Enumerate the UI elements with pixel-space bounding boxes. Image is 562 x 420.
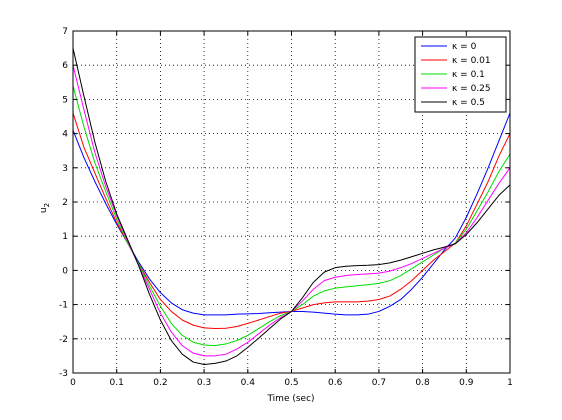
x-tick-label: 0.5 (284, 378, 298, 388)
legend-label-3: κ = 0.25 (452, 84, 491, 94)
y-tick-label: -1 (59, 301, 68, 311)
x-tick-label: 0.7 (372, 378, 386, 388)
x-tick-label: 0 (70, 378, 76, 388)
y-tick-label: 4 (62, 130, 68, 140)
y-axis-label-subscript: 2 (43, 203, 51, 207)
y-tick-label: 0 (62, 266, 68, 276)
series-lines (72, 47, 511, 365)
y-tick-label: -3 (59, 369, 68, 379)
grid-lines (73, 31, 510, 373)
series-line-4 (72, 47, 511, 365)
x-tick-label: 0.1 (110, 378, 124, 388)
x-tick-label: 0.4 (241, 378, 256, 388)
x-tick-label: 1 (507, 378, 513, 388)
y-tick-label: 2 (62, 198, 68, 208)
y-axis-label-main: u (39, 207, 49, 213)
y-axis-label: u2 (39, 203, 51, 213)
x-tick-label: 0.9 (459, 378, 474, 388)
x-tick-label: 0.6 (328, 378, 343, 388)
y-tick-label: 5 (62, 95, 68, 105)
legend: κ = 0 κ = 0.01 κ = 0.1 κ = 0.25 κ = 0.5 (414, 36, 507, 113)
legend-label-4: κ = 0.5 (452, 98, 485, 108)
legend-label-2: κ = 0.1 (452, 70, 485, 80)
y-tick-label: 1 (62, 232, 68, 242)
legend-label-1: κ = 0.01 (452, 56, 491, 66)
y-tick-label: 7 (62, 27, 68, 37)
y-tick-label: 6 (62, 61, 68, 71)
x-axis-label: Time (sec) (266, 394, 314, 404)
x-tick-label: 0.3 (197, 378, 211, 388)
legend-label-0: κ = 0 (452, 42, 477, 52)
axis-ticks (72, 30, 511, 374)
x-tick-label: 0.8 (415, 378, 430, 388)
x-tick-labels: 0 0.1 0.2 0.3 0.4 0.5 0.6 0.7 0.8 0.9 1 (70, 378, 513, 388)
y-tick-labels: -3 -2 -1 0 1 2 3 4 5 6 7 (59, 27, 68, 379)
y-tick-label: -2 (59, 335, 68, 345)
x-tick-label: 0.2 (153, 378, 167, 388)
y-tick-label: 3 (62, 164, 68, 174)
